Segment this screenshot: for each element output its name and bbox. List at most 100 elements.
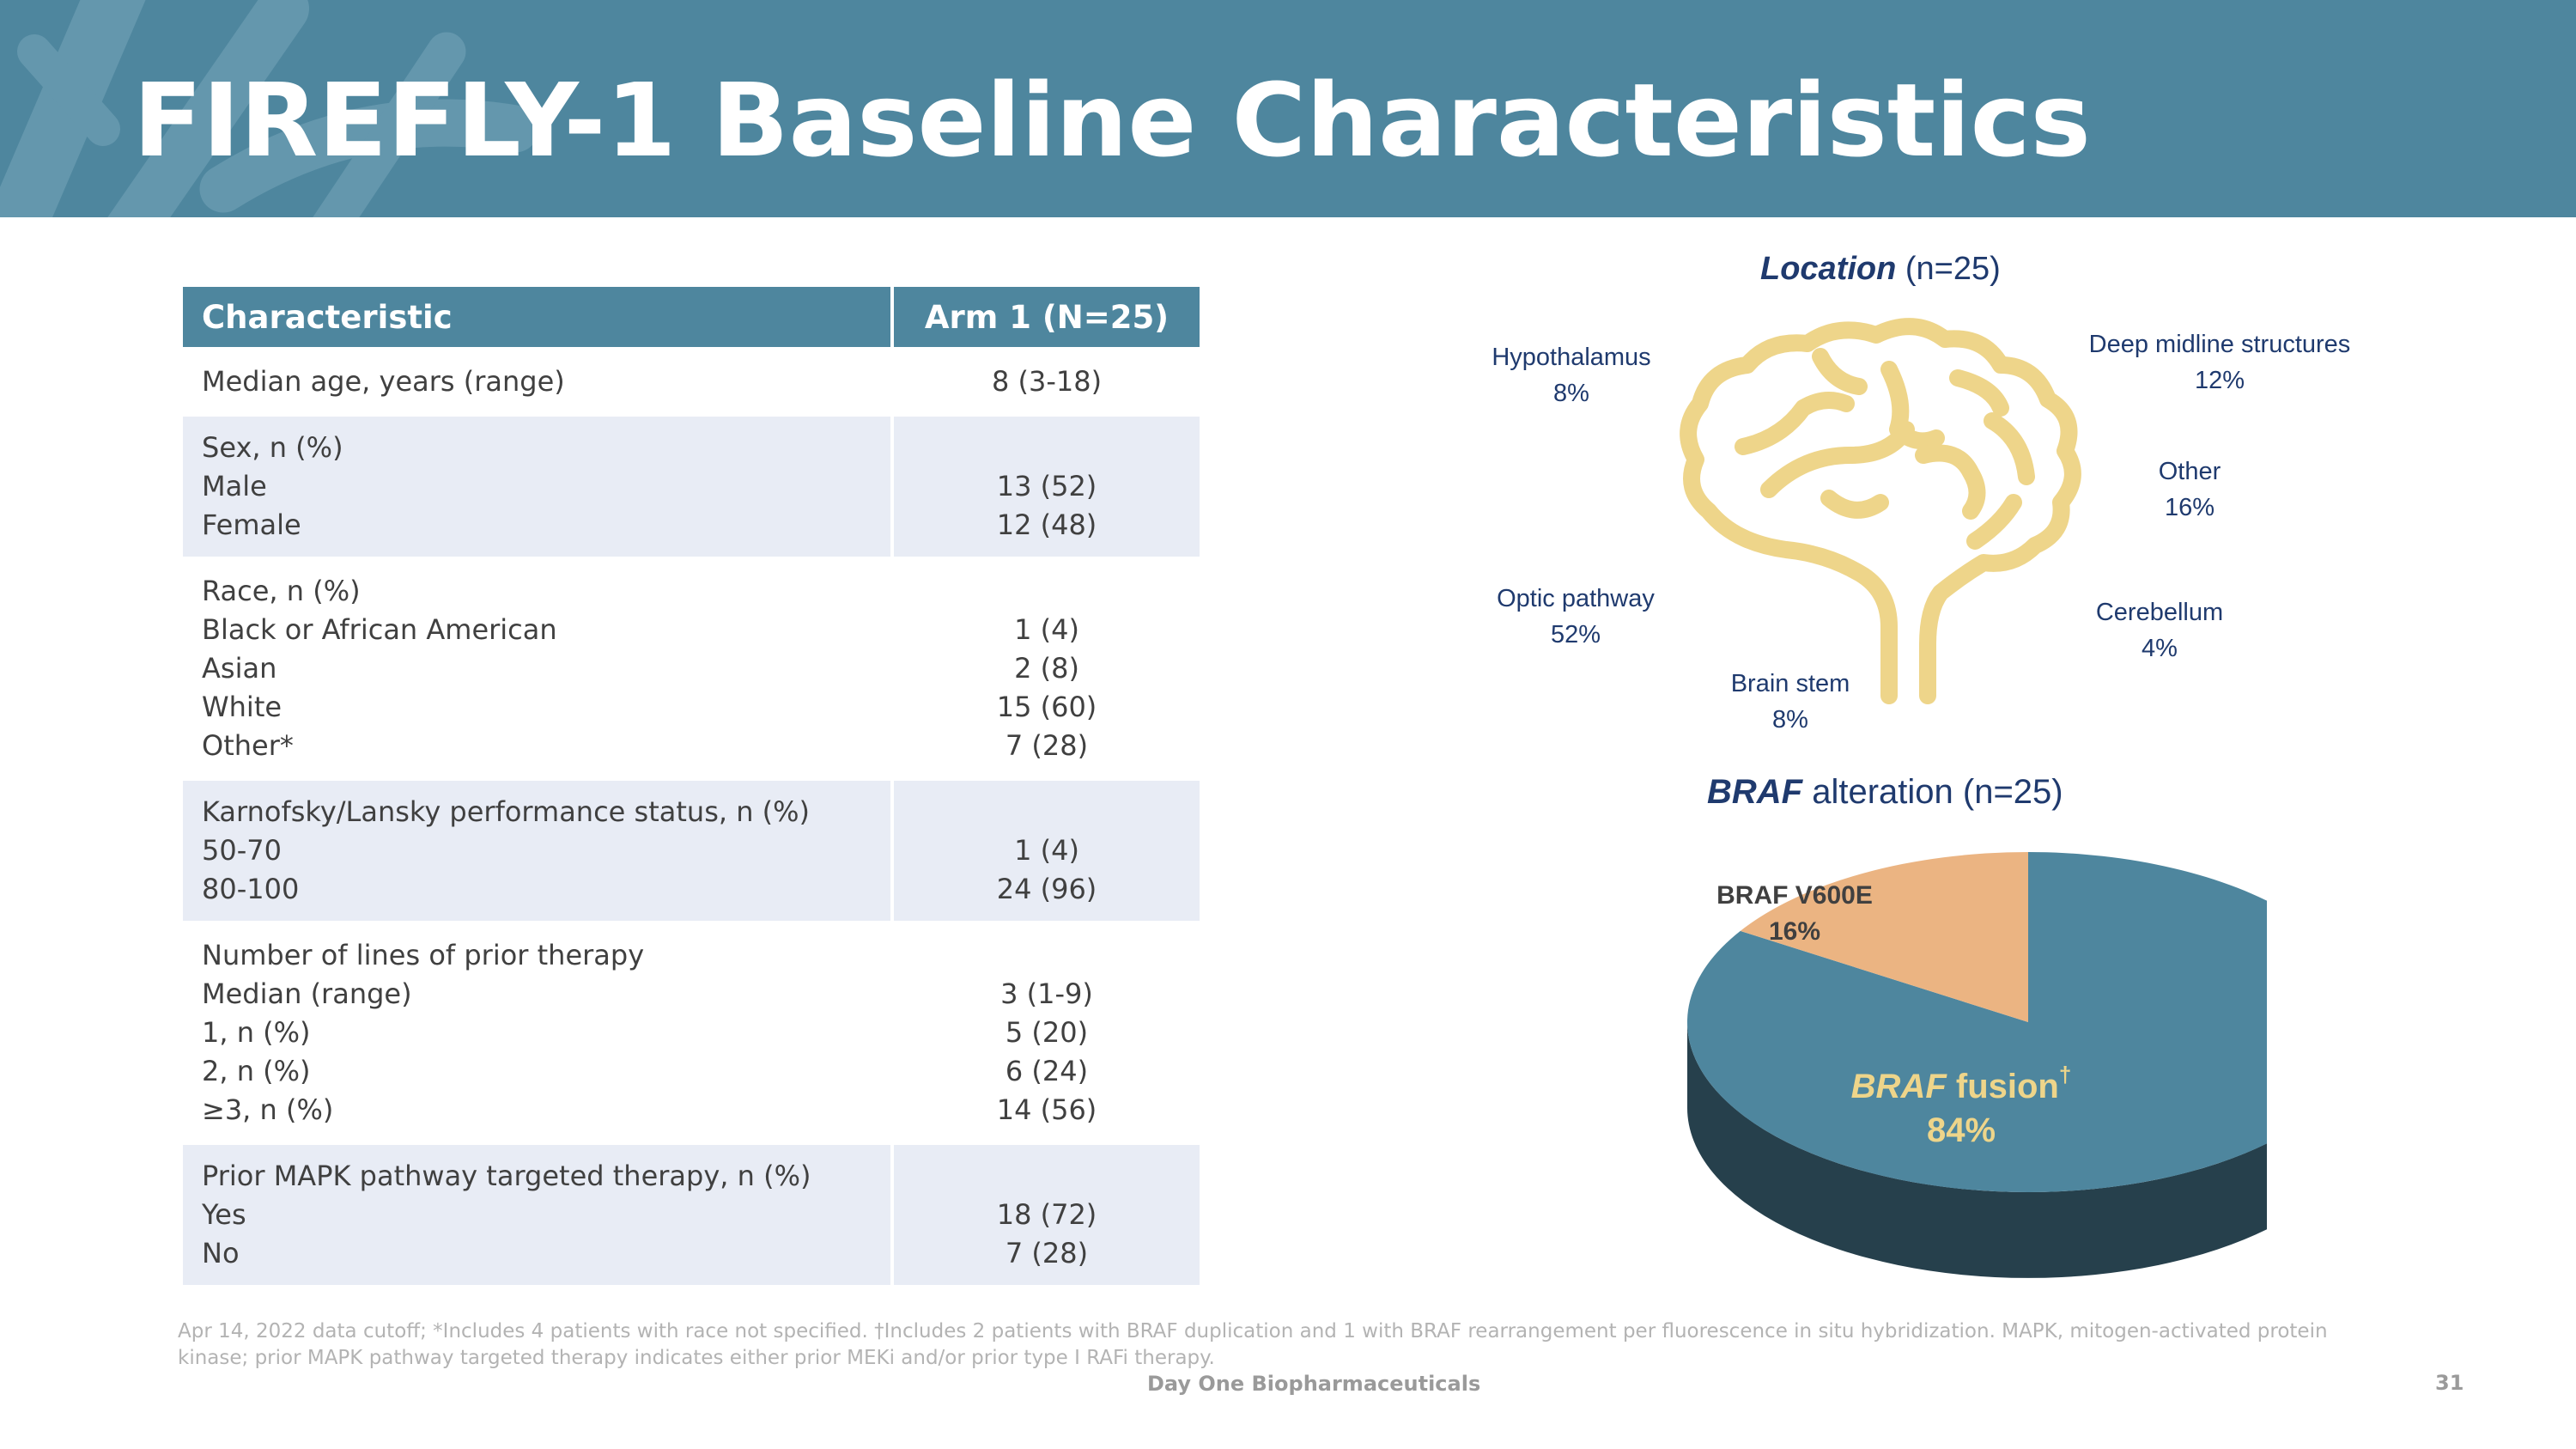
row-value — [894, 936, 1200, 975]
column-header-arm1: Arm 1 (N=25) — [890, 287, 1200, 350]
location-pct: 4% — [2142, 635, 2178, 662]
row-value: 24 (96) — [996, 873, 1097, 905]
row-label: Black or African American — [202, 613, 557, 646]
row-labels: Race, n (%) Black or African American As… — [183, 558, 892, 781]
braf-pie-chart: BRAF V600E 16% BRAF fusion† 84% — [1687, 852, 2267, 1278]
row-label: Yes — [202, 1198, 246, 1231]
location-name: Brain stem — [1730, 670, 1850, 697]
company-name: Day One Biopharmaceuticals — [1147, 1372, 1481, 1396]
table-header-row: Characteristic Arm 1 (N=25) — [183, 287, 1200, 350]
row-labels: Sex, n (%) Male Female — [183, 415, 892, 560]
location-label-optic-pathway: Optic pathway 52% — [1477, 581, 1674, 653]
slice-pct-fusion: 84% — [1927, 1111, 1996, 1149]
row-label: 80-100 — [202, 873, 300, 905]
row-label: 50-70 — [202, 834, 282, 867]
row-value: 3 (1-9) — [1000, 977, 1093, 1010]
page-title: FIREFLY-1 Baseline Characteristics — [133, 61, 2091, 180]
svg-text:BRAF fusion†: BRAF fusion† — [1851, 1062, 2072, 1105]
row-values: 3 (1-9) 5 (20) 6 (24) 14 (56) — [890, 922, 1200, 1145]
pie-slice-braf-v600e — [1740, 852, 2028, 1022]
braf-title-em: BRAF — [1707, 773, 1803, 811]
row-label: 2, n (%) — [202, 1055, 311, 1087]
location-name: Cerebellum — [2095, 599, 2224, 626]
row-label: Median (range) — [202, 977, 412, 1010]
row-labels: Number of lines of prior therapy Median … — [183, 922, 892, 1145]
row-value: 18 (72) — [996, 1198, 1097, 1231]
location-name: Optic pathway — [1497, 585, 1655, 612]
row-values: 18 (72) 7 (28) — [890, 1143, 1200, 1288]
row-value: 13 (52) — [996, 470, 1097, 502]
row-value: 1 (4) — [1014, 613, 1079, 646]
row-value — [894, 1157, 1200, 1196]
row-value: 8 (3-18) — [991, 365, 1103, 398]
row-value: 12 (48) — [996, 508, 1097, 541]
title-banner: FIREFLY-1 Baseline Characteristics — [0, 0, 2576, 217]
location-title-em: Location — [1760, 251, 1897, 287]
footnote: Apr 14, 2022 data cutoff; *Includes 4 pa… — [178, 1320, 2328, 1369]
location-title: Location (n=25) — [1760, 251, 2001, 288]
row-value: 15 (60) — [996, 691, 1097, 723]
row-label: Male — [202, 470, 267, 502]
svg-text:16%: 16% — [1769, 917, 1820, 946]
row-value: 7 (28) — [1005, 1237, 1089, 1269]
row-values: 1 (4) 24 (96) — [890, 779, 1200, 924]
location-pct: 8% — [1772, 706, 1808, 734]
location-label-other: Other 16% — [2138, 454, 2241, 526]
row-label: White — [202, 691, 283, 723]
row-value: 2 (8) — [1014, 652, 1079, 685]
baseline-table: Characteristic Arm 1 (N=25) Median age, … — [183, 287, 1200, 1288]
row-values: 13 (52) 12 (48) — [890, 415, 1200, 560]
svg-text:84%: 84% — [1927, 1111, 1996, 1149]
row-label: 1, n (%) — [202, 1016, 311, 1049]
row-label: Female — [202, 508, 301, 541]
location-label-hypothalamus: Hypothalamus 8% — [1481, 339, 1662, 411]
row-label: Race, n (%) — [202, 575, 361, 607]
svg-text:BRAF V600E: BRAF V600E — [1716, 881, 1873, 910]
row-label: Number of lines of prior therapy — [202, 939, 645, 971]
location-name: Other — [2158, 458, 2221, 485]
slice-pct-v600e: 16% — [1769, 917, 1820, 946]
row-value — [894, 793, 1200, 831]
column-header-characteristic: Characteristic — [183, 287, 892, 350]
table-row-performance: Karnofsky/Lansky performance status, n (… — [183, 779, 1200, 924]
page-number: 31 — [2435, 1371, 2464, 1395]
braf-title: BRAF alteration (n=25) — [1707, 773, 2063, 812]
location-pct: 8% — [1553, 380, 1589, 407]
slice-label-fusion-rest: fusion — [1947, 1068, 2059, 1105]
row-label: ≥3, n (%) — [202, 1093, 334, 1126]
row-value: 5 (20) — [1005, 1016, 1089, 1049]
table-row-prior-mapk: Prior MAPK pathway targeted therapy, n (… — [183, 1143, 1200, 1288]
row-value: 14 (56) — [996, 1093, 1097, 1126]
row-label: Prior MAPK pathway targeted therapy, n (… — [202, 1160, 811, 1192]
table-row-sex: Sex, n (%) Male Female 13 (52) 12 (48) — [183, 415, 1200, 560]
pie-slice-braf-fusion — [1687, 852, 2267, 1192]
pie-side — [1687, 1022, 2267, 1278]
row-label: No — [202, 1237, 240, 1269]
location-name: Deep midline structures — [2088, 331, 2351, 358]
location-label-deep-midline: Deep midline structures 12% — [2057, 326, 2383, 399]
row-label: Median age, years (range) — [202, 365, 565, 398]
row-labels: Karnofsky/Lansky performance status, n (… — [183, 779, 892, 924]
location-pct: 16% — [2164, 494, 2215, 521]
row-label: Other* — [202, 729, 294, 762]
slice-label-fusion-em: BRAF — [1851, 1068, 1948, 1105]
location-label-brain-stem: Brain stem 8% — [1713, 666, 1868, 738]
table-row-race: Race, n (%) Black or African American As… — [183, 558, 1200, 781]
slice-label-fusion-sup: † — [2059, 1062, 2071, 1087]
row-value — [894, 429, 1200, 467]
location-pct: 12% — [2194, 367, 2245, 394]
location-name: Hypothalamus — [1492, 344, 1651, 371]
row-value: 7 (28) — [1005, 729, 1089, 762]
row-label: Asian — [202, 652, 277, 685]
table-row-prior-therapy: Number of lines of prior therapy Median … — [183, 922, 1200, 1145]
location-title-rest: (n=25) — [1896, 251, 2001, 287]
location-pct: 52% — [1550, 621, 1601, 648]
banner-decoration — [0, 0, 539, 217]
location-label-cerebellum: Cerebellum 4% — [2078, 594, 2241, 667]
row-labels: Median age, years (range) — [183, 349, 892, 417]
row-label: Sex, n (%) — [202, 431, 343, 464]
row-values: 8 (3-18) — [890, 349, 1200, 417]
row-value: 6 (24) — [1005, 1055, 1089, 1087]
brain-icon — [1680, 318, 2081, 704]
table-row-age: Median age, years (range) 8 (3-18) — [183, 349, 1200, 417]
